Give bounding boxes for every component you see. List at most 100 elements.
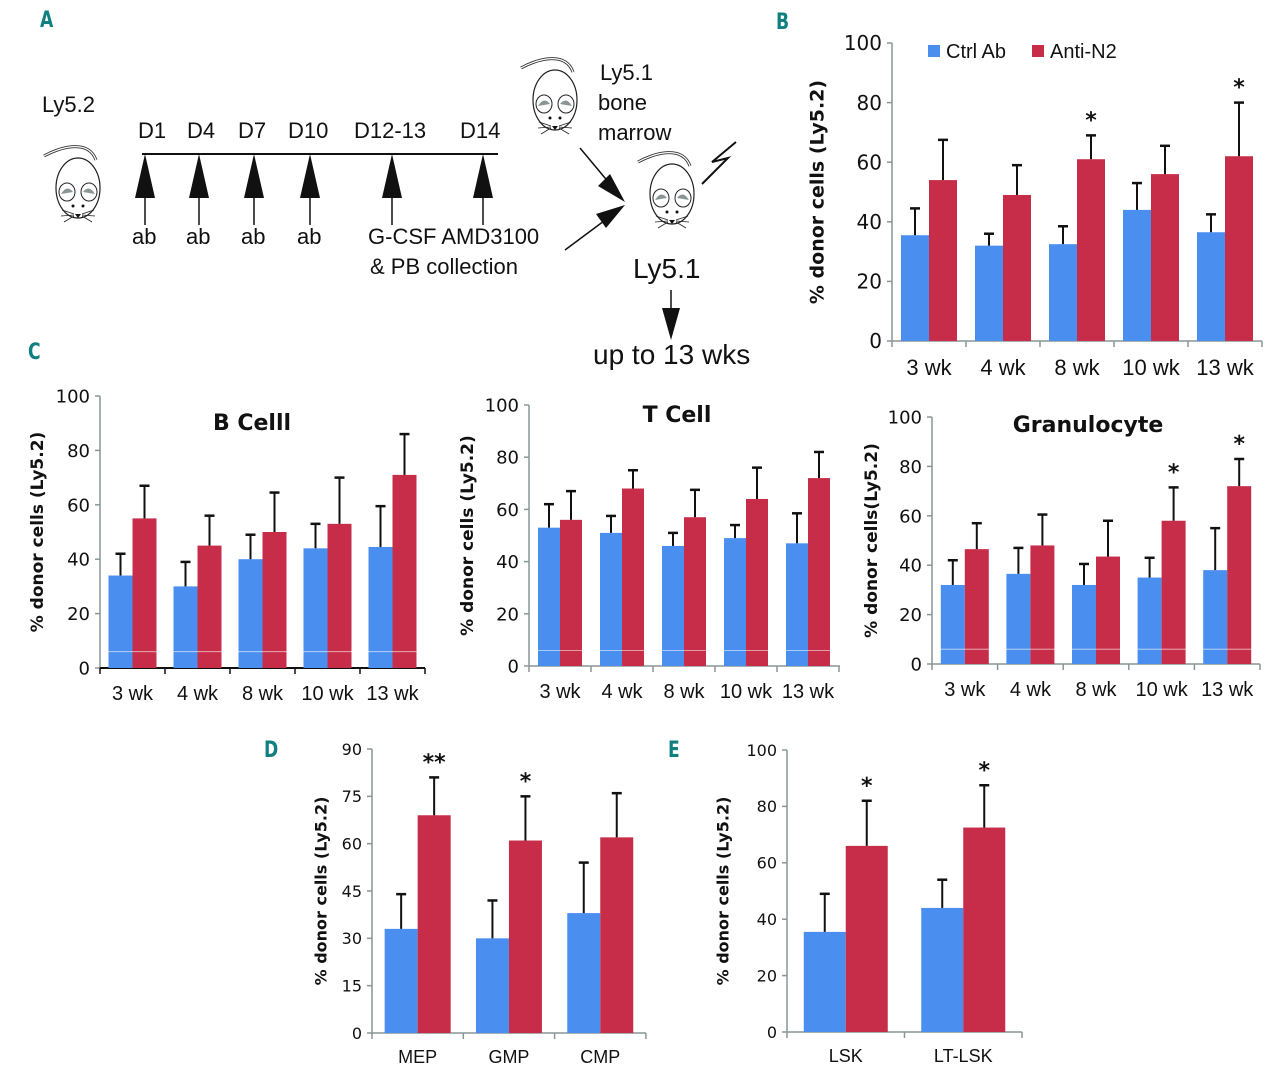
- chart-title: Granulocyte: [1013, 413, 1164, 438]
- bar-ctrl-ab: [1137, 577, 1162, 664]
- bar-ctrl-ab: [1197, 232, 1225, 341]
- bar-ctrl-ab: [1123, 209, 1151, 341]
- followup-label: up to 13 wks: [593, 339, 750, 370]
- chart-title: B Celll: [213, 411, 291, 436]
- timeline-arrow-head: [473, 154, 493, 198]
- y-tick-label: 0: [767, 1023, 777, 1042]
- timeline-day-label: D12-13: [354, 118, 426, 143]
- x-tick-label: 10 wk: [1122, 355, 1180, 380]
- bar-anti-n2: [262, 532, 287, 668]
- legend-swatch-anti-n2: [1032, 45, 1044, 57]
- legend-swatch-ctrl-ab: [928, 45, 940, 57]
- bar-ctrl-ab: [803, 931, 846, 1032]
- x-tick-label: 8 wk: [1075, 679, 1117, 701]
- bar-ctrl-ab: [303, 548, 328, 668]
- y-tick-label: 20: [496, 604, 519, 625]
- x-tick-label: 8 wk: [1054, 355, 1100, 380]
- chart-title: T Cell: [643, 403, 712, 428]
- panel-letter-d: D: [264, 738, 279, 763]
- x-tick-label: 3 wk: [906, 355, 952, 380]
- y-axis-label: % donor cells (Ly5.2): [312, 797, 331, 986]
- y-axis-label: % donor cells (Ly5.2): [28, 432, 48, 633]
- bar-ctrl-ab: [173, 586, 198, 668]
- y-tick-label: 100: [485, 395, 519, 416]
- bar-ctrl-ab: [975, 245, 1003, 341]
- bar-ctrl-ab: [567, 913, 601, 1033]
- bar-ctrl-ab: [238, 559, 263, 668]
- y-tick-label: 0: [79, 658, 90, 679]
- bar-anti-n2: [417, 815, 451, 1033]
- y-tick-label: 0: [352, 1024, 362, 1043]
- x-tick-label: 13 wk: [782, 681, 835, 703]
- legend-label: Anti-N2: [1050, 41, 1117, 63]
- bar-anti-n2: [1225, 156, 1253, 341]
- x-tick-label: 13 wk: [366, 683, 419, 705]
- timeline-day-label: D14: [460, 118, 500, 143]
- x-tick-label: 10 wk: [720, 681, 773, 703]
- x-tick-label: 10 wk: [1135, 679, 1188, 701]
- y-axis-label: % donor cells (Ly5.2): [714, 797, 733, 986]
- bar-ctrl-ab: [384, 928, 418, 1033]
- y-tick-label: 100: [888, 407, 922, 428]
- x-tick-label: MEP: [398, 1047, 437, 1067]
- bar-ctrl-ab: [475, 938, 509, 1033]
- y-tick-label: 30: [342, 929, 362, 948]
- y-axis-label: % donor cells(Ly5.2): [862, 443, 882, 638]
- bar-anti-n2: [746, 498, 768, 666]
- x-tick-label: LSK: [829, 1046, 863, 1066]
- x-tick-label: LT-LSK: [934, 1046, 993, 1066]
- bar-ctrl-ab: [940, 584, 965, 664]
- y-tick-label: 90: [342, 740, 362, 759]
- bm-transfer-arrow: [579, 147, 625, 202]
- bar-anti-n2: [327, 523, 352, 668]
- treatment-label: ab: [132, 224, 156, 249]
- bar-anti-n2: [622, 488, 644, 666]
- x-tick-label: 4 wk: [980, 355, 1026, 380]
- y-tick-label: 80: [857, 91, 882, 115]
- timeline-day-label: D1: [138, 118, 166, 143]
- bar-anti-n2: [963, 827, 1006, 1032]
- treatment-label: ab: [297, 224, 321, 249]
- bar-ctrl-ab: [1072, 584, 1096, 664]
- treatment-labels: ab ab ab ab: [132, 224, 321, 249]
- y-tick-label: 100: [844, 31, 882, 55]
- y-tick-label: 80: [757, 797, 777, 816]
- significance-marker: *: [1233, 76, 1245, 101]
- bar-anti-n2: [392, 474, 417, 668]
- x-tick-label: 10 wk: [301, 683, 354, 705]
- y-tick-label: 60: [496, 500, 519, 521]
- y-axis-label: % donor cells (Ly5.2): [807, 80, 829, 304]
- treatment-label: ab: [186, 224, 210, 249]
- x-tick-label: 13 wk: [1196, 355, 1254, 380]
- x-tick-label: 13 wk: [1201, 679, 1254, 701]
- bar-anti-n2: [560, 519, 582, 666]
- bar-ctrl-ab: [538, 527, 560, 666]
- timeline-arrow-head: [382, 154, 402, 198]
- y-tick-label: 40: [899, 556, 922, 577]
- bar-ctrl-ab: [921, 907, 964, 1032]
- bm-donor-label-1: Ly5.1: [600, 60, 653, 85]
- y-tick-label: 80: [496, 448, 519, 469]
- mobilization-label-1: G-CSF AMD3100: [368, 224, 539, 249]
- x-tick-label: 3 wk: [539, 681, 581, 703]
- bar-ctrl-ab: [901, 235, 929, 341]
- y-tick-label: 0: [911, 654, 922, 675]
- bar-anti-n2: [808, 478, 830, 666]
- significance-marker: *: [520, 769, 532, 794]
- y-axis-label: % donor cells (Ly5.2): [458, 435, 478, 636]
- y-tick-label: 40: [496, 552, 519, 573]
- bar-anti-n2: [508, 840, 542, 1033]
- bar-anti-n2: [845, 845, 888, 1032]
- x-tick-label: GMP: [488, 1047, 529, 1067]
- bar-ctrl-ab: [600, 532, 622, 666]
- y-tick-label: 100: [56, 386, 90, 407]
- bar-anti-n2: [1077, 159, 1105, 341]
- y-tick-label: 60: [757, 854, 777, 873]
- timeline-arrows: [135, 154, 493, 225]
